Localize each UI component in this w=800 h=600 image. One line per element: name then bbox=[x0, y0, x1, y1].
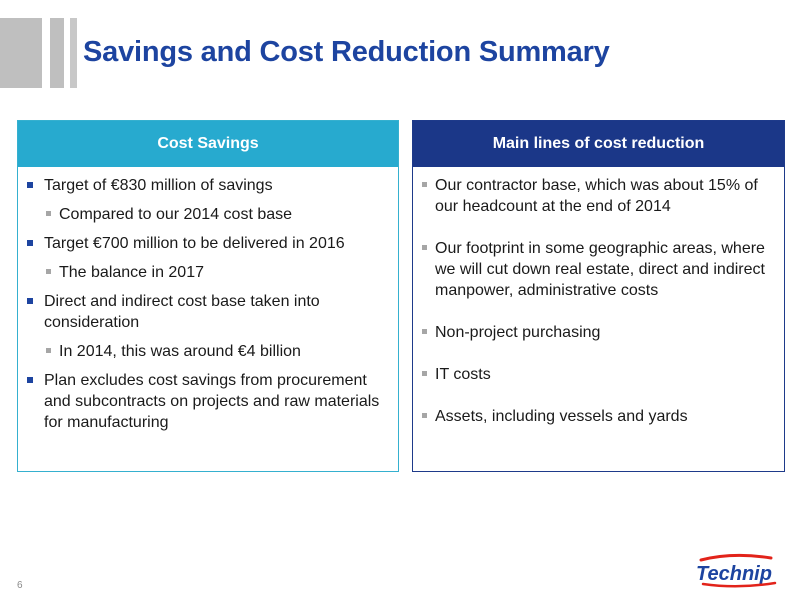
cost-savings-header: Cost Savings bbox=[18, 121, 398, 167]
sub-list-item: The balance in 2017 bbox=[44, 262, 380, 283]
page-number: 6 bbox=[17, 580, 23, 591]
list-item: Target of €830 million of savings bbox=[27, 175, 380, 196]
list-item-text: Target €700 million to be delivered in 2… bbox=[44, 235, 345, 252]
list-item-text: Plan excludes cost savings from procurem… bbox=[44, 372, 380, 431]
decoration-bar-thin bbox=[70, 18, 77, 88]
list-item-text: Direct and indirect cost base taken into… bbox=[44, 293, 320, 331]
cost-savings-list: Target of €830 million of savings Compar… bbox=[18, 167, 398, 433]
cost-reduction-list: Our contractor base, which was about 15%… bbox=[413, 167, 784, 427]
list-item: Our footprint in some geographic areas, … bbox=[422, 238, 766, 301]
cost-reduction-header: Main lines of cost reduction bbox=[413, 121, 784, 167]
list-item-text: IT costs bbox=[435, 366, 491, 383]
list-item: Direct and indirect cost base taken into… bbox=[27, 291, 380, 333]
square-bullet-icon bbox=[422, 413, 427, 418]
square-bullet-icon bbox=[422, 371, 427, 376]
sub-list-item-text: Compared to our 2014 cost base bbox=[59, 206, 293, 223]
sub-list-item-text: The balance in 2017 bbox=[59, 264, 204, 281]
list-item: IT costs bbox=[422, 364, 766, 385]
square-bullet-icon bbox=[27, 298, 33, 304]
logo-wordmark: Technip bbox=[696, 563, 772, 585]
list-item-text: Our footprint in some geographic areas, … bbox=[435, 240, 765, 299]
decoration-bar-medium bbox=[50, 18, 64, 88]
sub-list-item-text: In 2014, this was around €4 billion bbox=[59, 343, 301, 360]
square-bullet-icon bbox=[27, 182, 33, 188]
square-bullet-icon bbox=[27, 377, 33, 383]
cost-savings-panel: Cost Savings Target of €830 million of s… bbox=[17, 120, 399, 472]
list-item-text: Target of €830 million of savings bbox=[44, 177, 273, 194]
list-item-text: Assets, including vessels and yards bbox=[435, 408, 688, 425]
sub-list-item: Compared to our 2014 cost base bbox=[44, 204, 380, 225]
slide-title: Savings and Cost Reduction Summary bbox=[83, 36, 610, 68]
list-item: Assets, including vessels and yards bbox=[422, 406, 766, 427]
decoration-bar-wide bbox=[0, 18, 42, 88]
square-bullet-icon bbox=[46, 348, 51, 353]
square-bullet-icon bbox=[422, 329, 427, 334]
square-bullet-icon bbox=[46, 211, 51, 216]
square-bullet-icon bbox=[27, 240, 33, 246]
list-item: Our contractor base, which was about 15%… bbox=[422, 175, 766, 217]
square-bullet-icon bbox=[422, 245, 427, 250]
list-item-text: Our contractor base, which was about 15%… bbox=[435, 177, 758, 215]
cost-reduction-panel: Main lines of cost reduction Our contrac… bbox=[412, 120, 785, 472]
logo-swoosh-icon bbox=[699, 553, 773, 562]
list-item-text: Non-project purchasing bbox=[435, 324, 601, 341]
sub-list-item: In 2014, this was around €4 billion bbox=[44, 341, 380, 362]
square-bullet-icon bbox=[422, 182, 427, 187]
square-bullet-icon bbox=[46, 269, 51, 274]
list-item: Non-project purchasing bbox=[422, 322, 766, 343]
technip-logo: Technip bbox=[696, 553, 777, 588]
logo-underline-icon bbox=[701, 581, 777, 588]
list-item: Plan excludes cost savings from procurem… bbox=[27, 370, 380, 433]
list-item: Target €700 million to be delivered in 2… bbox=[27, 233, 380, 254]
